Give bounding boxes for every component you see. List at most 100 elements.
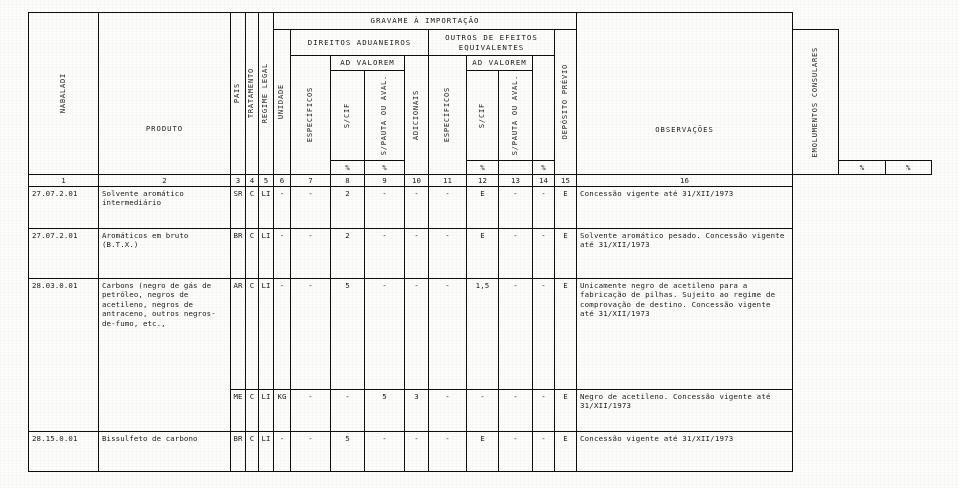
column-number-16: 16 <box>576 174 793 187</box>
cell-spauta-direitos: - <box>364 431 405 472</box>
col-header-spauta-outros: S/PAUTA OU AVAL. <box>498 70 533 161</box>
percent-symbol-col13: % <box>838 159 886 176</box>
col-header-nabaladi: NABALADI <box>28 12 99 175</box>
cell-especificos-outros: - <box>428 278 467 390</box>
cell-especificos-outros: - <box>428 186 467 229</box>
percent-symbol-col11-empty <box>498 159 533 176</box>
cell-pais: BR <box>230 431 246 472</box>
col-header-produto-label: PRODUTO <box>145 123 184 133</box>
cell-spauta-direitos: - <box>364 228 405 279</box>
cell-unidade: - <box>273 186 291 229</box>
col-header-regime-legal: REGIME LEGAL <box>258 12 274 175</box>
cell-unidade: - <box>273 228 291 279</box>
col-header-adicionais-label: ADICIONAIS <box>411 89 420 141</box>
cell-produto: Carbons (negro de gás de petróleo, negro… <box>98 278 231 432</box>
cell-especificos-outros: - <box>428 431 467 472</box>
col-header-especificos-outros-label: ESPECÍFICOS <box>442 87 451 143</box>
col-header-pais: PAIS <box>230 12 246 175</box>
table-row: 27.07.2.01 Aromáticos em bruto (B.T.X.) … <box>28 228 932 279</box>
col-header-deposito-previo-label: DEPÓSITO PRÉVIO <box>560 64 569 140</box>
cell-produto: Aromáticos em bruto (B.T.X.) <box>98 228 231 279</box>
col-header-spauta-direitos-label: S/PAUTA OU AVAL. <box>379 75 388 156</box>
col-header-regime-legal-label: REGIME LEGAL <box>261 63 270 124</box>
cell-spauta-direitos: 5 <box>364 389 405 432</box>
column-number-8: 8 <box>330 174 365 187</box>
cell-unidade: KG <box>273 389 291 432</box>
col-header-especificos-direitos-label: ESPECÍFICOS <box>305 87 314 143</box>
cell-pais: AR <box>230 278 246 390</box>
col-header-unidade: UNIDADE <box>273 29 291 175</box>
percent-symbol-col10: % <box>466 159 499 176</box>
column-number-4: 4 <box>245 174 259 187</box>
cell-adicionais: - <box>404 431 429 472</box>
cell-adicionais: 3 <box>404 389 429 432</box>
col-header-nabaladi-label: NABALADI <box>58 73 67 114</box>
header-row-leaf-labels: S/CIF S/PAUTA OU AVAL. S/CIF S/PAUTA OU … <box>29 70 932 161</box>
column-number-5: 5 <box>258 174 274 187</box>
cell-regime-legal: LI <box>258 228 274 279</box>
cell-unidade: - <box>273 278 291 390</box>
column-number-11: 11 <box>428 174 467 187</box>
header-row-column-numbers: 1 2 3 4 5 6 7 8 9 10 11 12 13 14 15 16 <box>28 174 932 187</box>
cell-pais: BR <box>230 228 246 279</box>
header-row-subgroups: UNIDADE DIREITOS ADUANEIROS OUTROS DE EF… <box>29 29 932 175</box>
col-header-tratamento-label: TRATAMENTO <box>247 68 256 119</box>
col-header-scif-direitos-label: S/CIF <box>342 102 351 129</box>
cell-scif-outros: E <box>466 431 499 472</box>
cell-especificos-outros: - <box>428 389 467 432</box>
cell-scif-direitos: 2 <box>330 186 365 229</box>
cell-tratamento: C <box>245 228 259 279</box>
cell-produto: Bissulfeto de carbono <box>98 431 231 472</box>
cell-especificos-direitos: - <box>290 186 331 229</box>
cell-observacoes: Solvente aromático pesado. Concessão vig… <box>576 228 793 279</box>
cell-adicionais: - <box>404 278 429 390</box>
cell-nabaladi: 27.07.2.01 <box>28 228 99 279</box>
header-row-ad-valorem: ESPECÍFICOS AD VALOREM ADICIONAIS ESPECÍ… <box>29 54 932 175</box>
cell-emolumentos: E <box>554 389 577 432</box>
cell-observacoes: Unicamente negro de acetileno para a fab… <box>576 278 793 390</box>
table-row: ME C LI KG - - 5 3 - - - - E Negro de ac… <box>29 389 932 432</box>
cell-regime-legal: LI <box>258 389 274 432</box>
cell-pais: ME <box>230 389 246 432</box>
cell-tratamento: C <box>245 389 259 432</box>
cell-pais: SR <box>230 186 246 229</box>
cell-nabaladi: 27.07.2.01 <box>28 186 99 229</box>
column-number-3: 3 <box>230 174 246 187</box>
column-number-2: 2 <box>98 174 231 187</box>
percent-symbol-col12: % <box>532 159 555 176</box>
cell-deposito-previo: - <box>532 431 555 472</box>
tariff-table: NABALADI PRODUTO PAIS TRATAMENTO REGIME … <box>28 12 933 472</box>
cell-especificos-direitos: - <box>290 431 331 472</box>
cell-spauta-outros: - <box>498 389 533 432</box>
col-header-spauta-outros-label: S/PAUTA OU AVAL. <box>510 75 519 156</box>
cell-emolumentos: E <box>554 186 577 229</box>
column-number-14: 14 <box>532 174 555 187</box>
cell-spauta-outros: - <box>498 431 533 472</box>
percent-symbol-col8: % <box>330 159 365 176</box>
group-header-gravame: GRAVAME À IMPORTAÇÃO <box>273 12 577 30</box>
column-number-1: 1 <box>28 174 99 187</box>
cell-unidade: - <box>273 431 291 472</box>
cell-emolumentos: E <box>554 431 577 472</box>
cell-emolumentos: E <box>554 278 577 390</box>
table-row: 28.03.0.01 Carbons (negro de gás de petr… <box>28 278 932 432</box>
col-header-especificos-direitos: ESPECÍFICOS <box>290 55 331 175</box>
cell-produto: Solvente aromático intermediário <box>98 186 231 229</box>
cell-especificos-direitos: - <box>290 228 331 279</box>
cell-scif-direitos: 5 <box>330 431 365 472</box>
table-row: 27.07.2.01 Solvente aromático intermediá… <box>28 186 932 229</box>
cell-scif-outros: 1,5 <box>466 278 499 390</box>
header-row-percent-symbols: % % % % % % <box>29 159 933 176</box>
column-number-9: 9 <box>364 174 405 187</box>
col-header-tratamento: TRATAMENTO <box>245 12 259 175</box>
cell-observacoes: Concessão vigente até 31/XII/1973 <box>576 186 793 229</box>
cell-adicionais: - <box>404 186 429 229</box>
cell-adicionais: - <box>404 228 429 279</box>
percent-symbol-col14: % <box>884 159 933 176</box>
col-header-especificos-outros: ESPECÍFICOS <box>428 55 467 175</box>
cell-deposito-previo: - <box>532 278 555 390</box>
column-number-13: 13 <box>498 174 533 187</box>
column-number-15: 15 <box>554 174 577 187</box>
cell-deposito-previo: - <box>532 228 555 279</box>
